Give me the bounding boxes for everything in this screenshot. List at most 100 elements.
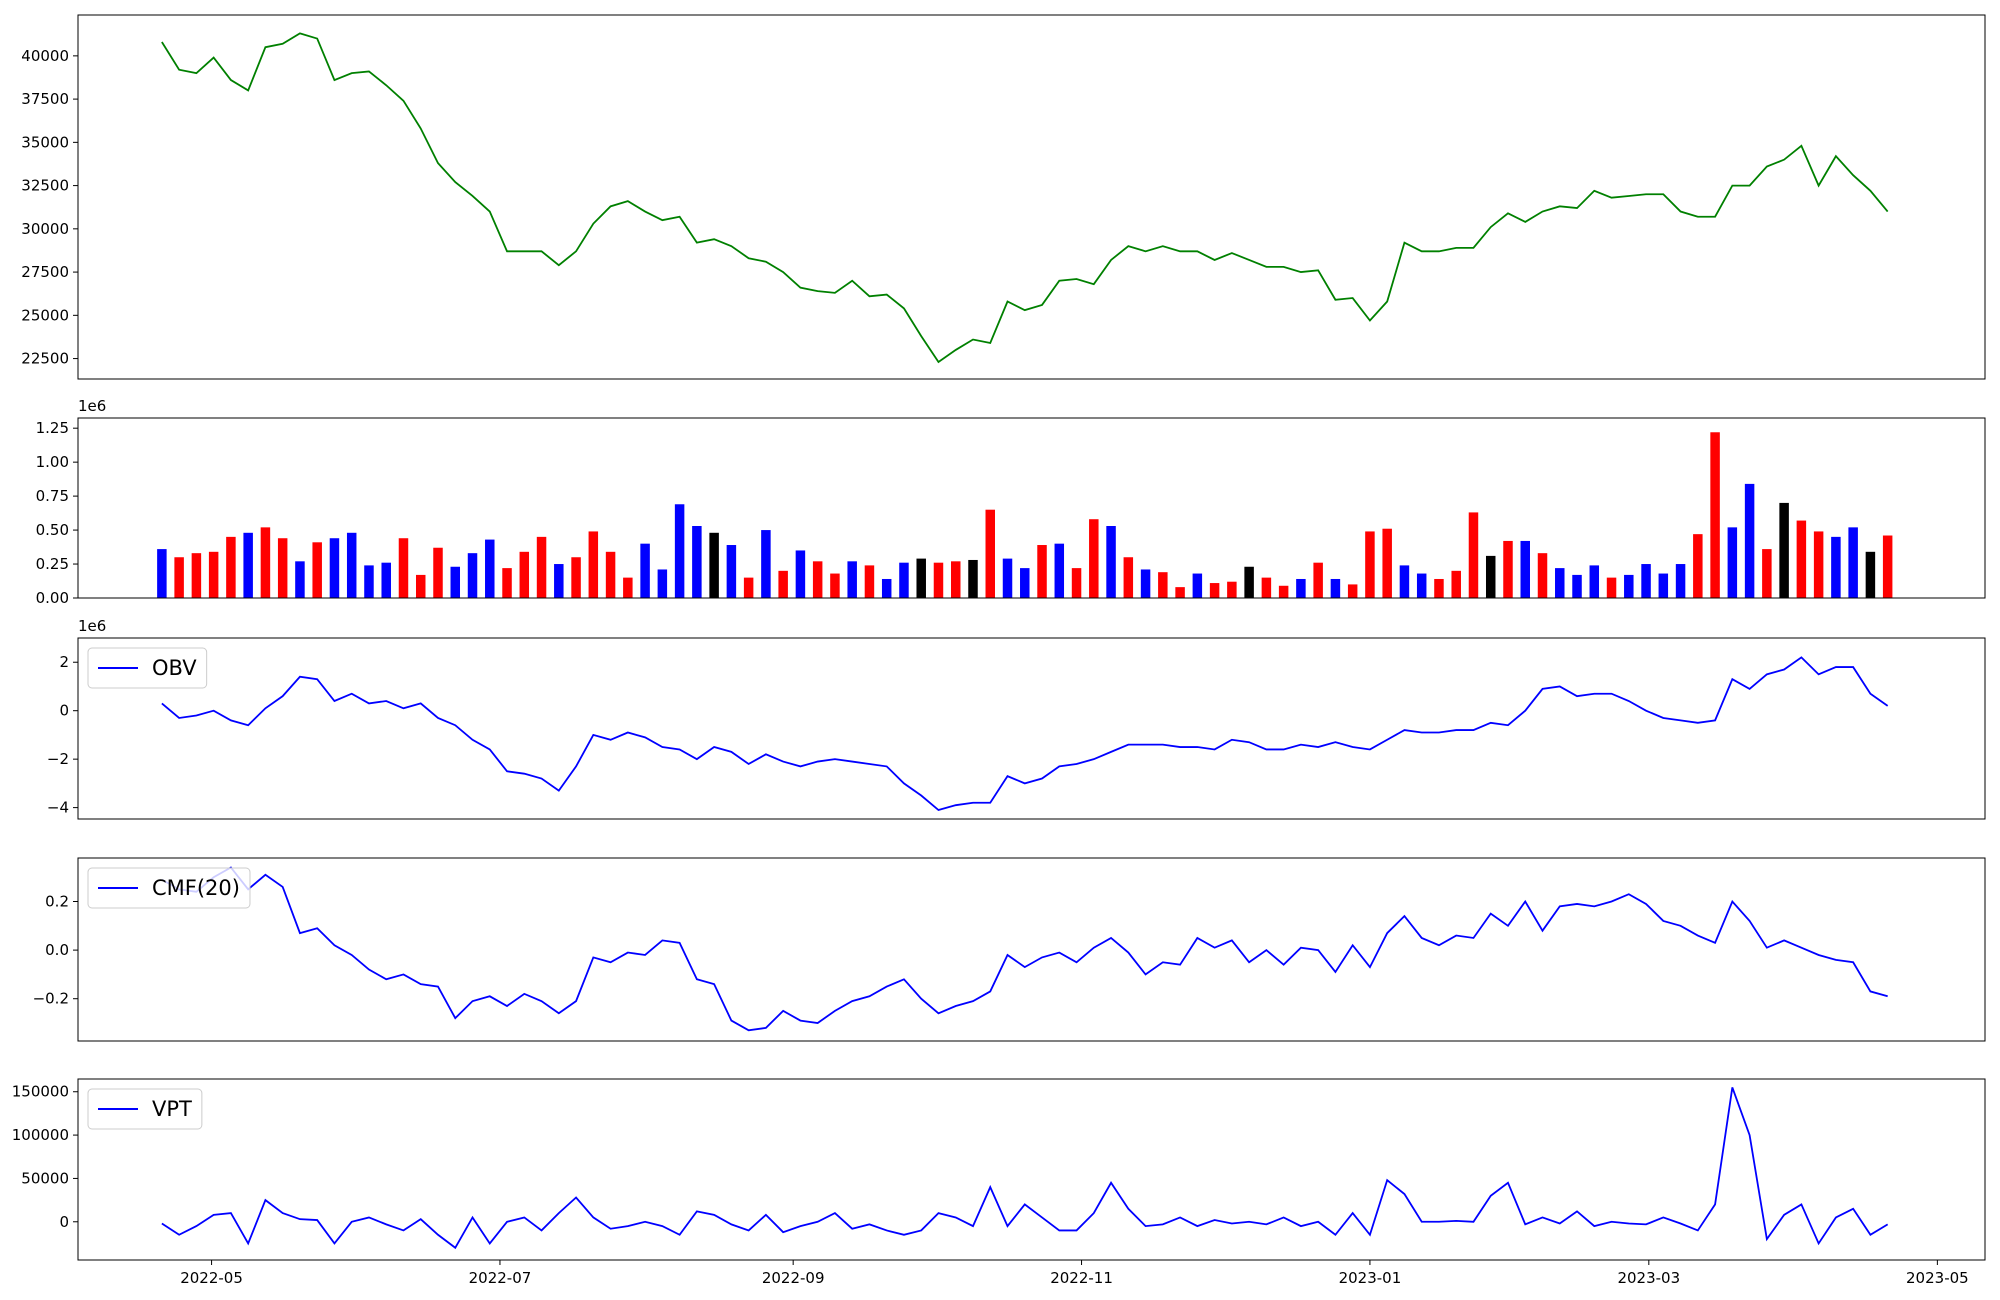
bar <box>1744 483 1755 598</box>
bar <box>847 561 857 598</box>
bar <box>1089 519 1099 598</box>
bar <box>605 551 616 598</box>
panel <box>161 656 1889 812</box>
line <box>161 866 1888 1032</box>
bar <box>1485 555 1496 598</box>
bar <box>1347 584 1358 598</box>
bar <box>881 578 892 598</box>
bar <box>778 570 788 598</box>
y-tick-label: 37500 <box>21 90 69 108</box>
offset-label: 1e6 <box>78 617 106 635</box>
bar <box>1278 585 1289 598</box>
bar <box>1020 568 1030 598</box>
bar <box>1071 568 1082 598</box>
bar <box>1313 562 1323 598</box>
bar <box>502 568 512 598</box>
y-tick-label: 0.75 <box>36 487 69 505</box>
legend-box <box>87 1088 203 1130</box>
legend-box <box>87 647 208 689</box>
y-tick-label: 30000 <box>21 220 69 238</box>
bar <box>277 538 288 598</box>
bar <box>554 564 564 598</box>
line <box>161 1087 1889 1250</box>
y-tick-label: 40000 <box>21 47 69 65</box>
bar <box>1382 528 1392 598</box>
y-tick-label: 0 <box>59 702 69 720</box>
bar <box>364 565 374 598</box>
y-tick-label: 22500 <box>21 350 69 368</box>
bar <box>485 539 495 598</box>
bar <box>623 577 633 598</box>
bar <box>295 561 305 598</box>
y-tick-label: −2 <box>47 750 69 768</box>
bar <box>1606 577 1617 598</box>
legend-box <box>87 867 251 909</box>
y-tick-label: 0.0 <box>45 941 69 959</box>
bar <box>1537 553 1548 598</box>
axes-frame <box>77 417 1986 599</box>
bar <box>899 562 909 598</box>
bar <box>519 551 530 598</box>
y-tick-label: 2 <box>59 653 69 671</box>
y-tick-label: 150000 <box>12 1083 69 1101</box>
bar <box>1106 526 1116 598</box>
bar <box>674 504 685 598</box>
y-tick-label: 32500 <box>21 177 69 195</box>
y-tick-label: −0.2 <box>33 990 69 1008</box>
y-tick-label: 0.50 <box>36 521 69 539</box>
legend-label: VPT <box>152 1097 192 1121</box>
legend-label: CMF(20) <box>152 876 240 900</box>
bar <box>1727 527 1738 598</box>
bar <box>208 551 219 598</box>
bar <box>1865 551 1876 598</box>
y-tick-label: 100000 <box>12 1126 69 1144</box>
bar <box>709 532 719 598</box>
bar <box>1572 574 1582 598</box>
bar <box>1641 564 1651 598</box>
y-tick-label: 27500 <box>21 263 69 281</box>
bar <box>1054 543 1065 598</box>
bar <box>1451 570 1461 598</box>
bar <box>1227 581 1237 598</box>
bar <box>1434 578 1444 598</box>
bar <box>726 545 737 598</box>
bar <box>692 526 702 598</box>
bar <box>571 557 581 598</box>
bar <box>968 559 978 598</box>
bar <box>743 577 754 598</box>
bar <box>657 569 668 598</box>
bar <box>1002 558 1013 598</box>
bar <box>226 536 236 598</box>
bar <box>1882 535 1893 598</box>
bar <box>761 530 771 598</box>
bar <box>1192 573 1203 598</box>
bar <box>1158 572 1168 598</box>
bar <box>243 532 253 598</box>
axes-frame <box>77 637 1986 820</box>
bar <box>329 538 340 598</box>
bar <box>1244 566 1254 598</box>
x-tick-label: 2023-03 <box>1617 1269 1680 1287</box>
bar <box>1261 577 1272 598</box>
bar <box>864 565 875 598</box>
bar <box>1555 568 1565 598</box>
bar <box>1175 587 1185 598</box>
bar <box>916 558 926 598</box>
y-tick-label: −4 <box>47 799 69 817</box>
y-tick-label: 35000 <box>21 133 69 151</box>
bar <box>1848 527 1858 598</box>
axes-frame <box>77 1078 1986 1261</box>
bar <box>950 561 961 598</box>
bar <box>174 557 184 598</box>
bar <box>260 527 271 598</box>
bar <box>1693 534 1703 598</box>
bar <box>433 547 443 598</box>
axes-frame <box>77 857 1986 1042</box>
panel <box>161 32 1889 364</box>
y-tick-label: 50000 <box>21 1169 69 1187</box>
bar <box>1624 574 1634 598</box>
bar <box>398 538 409 598</box>
line <box>161 656 1889 812</box>
axes-frame <box>77 14 1986 380</box>
